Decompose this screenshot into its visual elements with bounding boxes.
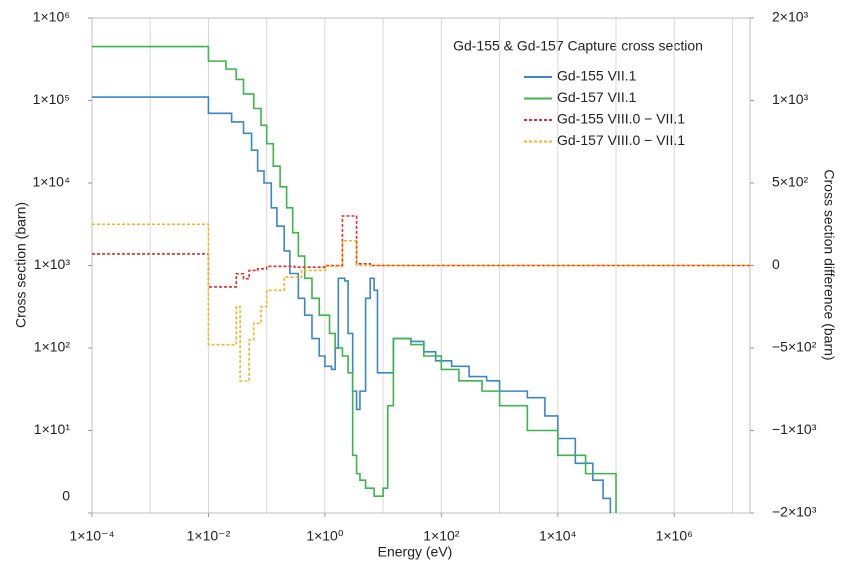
y-tick-label: 1×10⁶ (33, 9, 70, 25)
y-tick-label: 1×10⁴ (32, 174, 70, 190)
y-axis-title: Cross section (barn) (13, 202, 29, 328)
legend-label: Gd-155 VII.1 (557, 68, 637, 84)
y-tick-label: 1×10² (34, 339, 71, 355)
x-tick-label: 1×10⁻² (187, 528, 231, 544)
y2-tick-label: 5×10² (772, 174, 809, 190)
series-line (92, 215, 750, 288)
y2-tick-label: 1×10³ (772, 91, 809, 107)
x-tick-label: 1×10⁴ (539, 528, 577, 544)
legend-label: Gd-157 VII.1 (557, 89, 637, 105)
y2-tick-label: −2×10³ (772, 504, 817, 520)
series-line (92, 96, 612, 513)
x-tick-label: 1×10⁶ (656, 528, 693, 544)
y-tick-label: 0 (62, 488, 70, 504)
x-tick-label: 1×10⁻⁴ (70, 528, 115, 544)
x-axis-title: Energy (eV) (378, 544, 453, 560)
y2-tick-label: 0 (772, 256, 780, 272)
legend-label: Gd-157 VIII.0 − VII.1 (557, 132, 685, 148)
y2-tick-label: −1×10³ (772, 421, 817, 437)
x-tick-label: 1×10² (423, 528, 460, 544)
y2-axis-title: Cross section difference (barn) (821, 169, 837, 360)
legend-label: Gd-155 VIII.0 − VII.1 (557, 111, 685, 127)
y-tick-label: 1×10³ (34, 256, 71, 272)
chart-title: Gd-155 & Gd-157 Capture cross section (453, 38, 703, 54)
y-tick-label: 1×10¹ (34, 421, 71, 437)
y-tick-label: 1×10⁵ (33, 91, 70, 107)
y2-tick-label: −5×10² (772, 339, 817, 355)
series-line (92, 223, 750, 382)
y2-tick-label: 2×10³ (772, 9, 809, 25)
series-line (92, 45, 617, 513)
x-tick-label: 1×10⁰ (306, 528, 344, 544)
